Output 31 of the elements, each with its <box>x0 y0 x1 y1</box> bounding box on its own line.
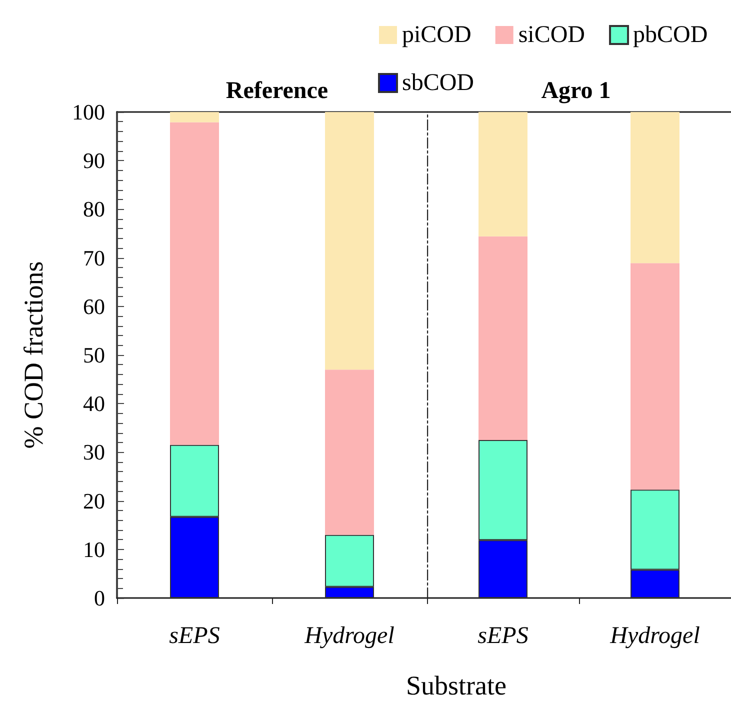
bar <box>478 112 528 236</box>
bar <box>325 112 374 370</box>
bar <box>478 236 528 440</box>
bar <box>325 370 374 535</box>
x-tick-label: Hydrogel <box>304 623 395 649</box>
y-tick-label: 70 <box>83 245 105 270</box>
y-tick-label: 20 <box>83 488 105 514</box>
bar <box>630 112 680 264</box>
y-tick-label: 40 <box>83 391 105 416</box>
y-tick-label: 10 <box>83 536 105 562</box>
x-tick-label: sEPS <box>169 623 220 649</box>
legend-label: pbCOD <box>633 22 708 48</box>
y-tick-label: 30 <box>83 440 105 465</box>
chart-title: Agro 1 <box>541 78 611 104</box>
y-tick-label: 50 <box>83 342 105 368</box>
y-axis-title: % COD fractions <box>18 261 48 449</box>
bar <box>170 112 219 122</box>
legend-label: siCOD <box>518 22 586 48</box>
x-tick-label: sEPS <box>478 623 528 649</box>
y-tick-label: 100 <box>72 100 105 124</box>
y-tick-label: 0 <box>94 586 105 610</box>
x-axis-title: Substrate <box>406 670 506 700</box>
y-tick-label: 90 <box>83 148 105 174</box>
y-tick-label: 80 <box>83 196 105 222</box>
bar <box>170 122 219 445</box>
legend-label: sbCOD <box>402 70 474 96</box>
bar <box>630 263 680 490</box>
chart-title: Reference <box>226 78 328 104</box>
legend-label: piCOD <box>402 22 472 48</box>
x-tick-label: Hydrogel <box>609 623 700 649</box>
y-tick-label: 60 <box>83 294 105 319</box>
